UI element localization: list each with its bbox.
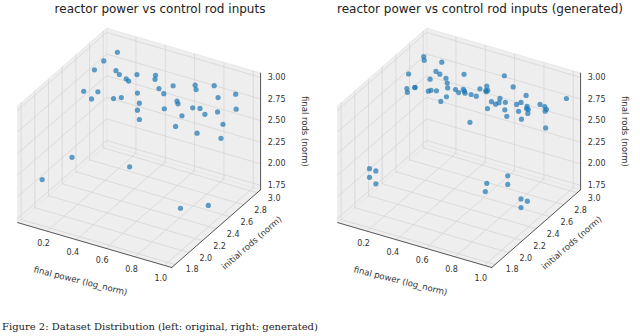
svg-text:2.00: 2.00 xyxy=(588,159,606,168)
html-text:Figure 2: Dataset Distribution: Figure 2: Dataset Distribution (left: or… xyxy=(2,321,318,332)
svg-text:2.25: 2.25 xyxy=(268,138,286,147)
svg-text:1.8: 1.8 xyxy=(506,265,519,274)
svg-text:2.25: 2.25 xyxy=(588,138,606,147)
svg-text:2.8: 2.8 xyxy=(254,206,267,215)
svg-text:1.0: 1.0 xyxy=(154,274,167,283)
svg-text:2.50: 2.50 xyxy=(588,116,606,125)
svg-text:0.4: 0.4 xyxy=(386,248,399,257)
svg-text:3.0: 3.0 xyxy=(588,194,601,203)
svg-text:0.2: 0.2 xyxy=(37,239,50,248)
svg-text:1.75: 1.75 xyxy=(588,181,606,190)
html-text:reactor power vs control rod i: reactor power vs control rod inputs xyxy=(54,2,266,16)
svg-text:0.8: 0.8 xyxy=(125,265,138,274)
svg-text:2.6: 2.6 xyxy=(240,218,253,227)
svg-text:0.4: 0.4 xyxy=(66,248,79,257)
svg-text:final power (log_norm): final power (log_norm) xyxy=(353,264,449,297)
svg-text:final rods (norm): final rods (norm) xyxy=(620,96,630,167)
svg-text:final power (log_norm): final power (log_norm) xyxy=(33,264,129,297)
svg-text:3.00: 3.00 xyxy=(268,73,286,82)
html-text:reactor power vs control rod i: reactor power vs control rod inputs (gen… xyxy=(337,2,623,16)
svg-text:initial rods (norm): initial rods (norm) xyxy=(220,214,284,271)
svg-text:2.4: 2.4 xyxy=(547,230,560,239)
svg-text:2.50: 2.50 xyxy=(268,116,286,125)
svg-text:final rods (norm): final rods (norm) xyxy=(300,96,310,167)
svg-text:3.00: 3.00 xyxy=(588,73,606,82)
svg-text:1.0: 1.0 xyxy=(474,274,487,283)
svg-text:0.8: 0.8 xyxy=(445,265,458,274)
svg-text:2.2: 2.2 xyxy=(213,242,226,251)
svg-text:1.75: 1.75 xyxy=(268,181,286,190)
svg-text:1.8: 1.8 xyxy=(186,265,199,274)
svg-text:2.8: 2.8 xyxy=(574,206,587,215)
svg-text:2.2: 2.2 xyxy=(533,242,546,251)
svg-text:2.00: 2.00 xyxy=(268,159,286,168)
svg-text:3.0: 3.0 xyxy=(268,194,281,203)
svg-text:2.4: 2.4 xyxy=(227,230,240,239)
svg-text:2.6: 2.6 xyxy=(560,218,573,227)
svg-text:0.6: 0.6 xyxy=(416,256,429,265)
svg-text:2.0: 2.0 xyxy=(199,254,212,263)
svg-text:2.75: 2.75 xyxy=(268,95,286,104)
svg-text:2.75: 2.75 xyxy=(588,95,606,104)
svg-text:initial rods (norm): initial rods (norm) xyxy=(540,214,604,271)
svg-text:0.2: 0.2 xyxy=(357,239,370,248)
svg-text:2.0: 2.0 xyxy=(519,254,532,263)
svg-text:0.6: 0.6 xyxy=(96,256,109,265)
